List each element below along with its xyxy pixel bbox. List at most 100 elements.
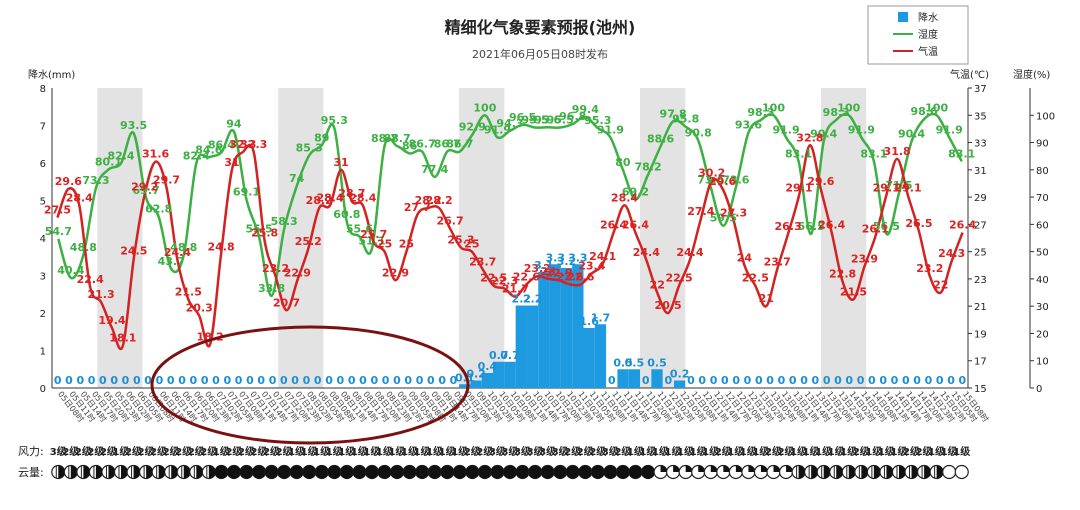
temperature-label: 29.6	[55, 175, 82, 188]
alternating-bands	[97, 88, 867, 388]
wind-value: 1级	[363, 445, 381, 458]
temperature-label: 24.1	[589, 250, 616, 263]
cloud-cloudy-icon	[879, 464, 894, 480]
precip-label: 0	[122, 374, 130, 387]
precip-bar	[651, 369, 663, 388]
temperature-label: 27.7	[404, 201, 431, 214]
wind-value: 2级	[125, 445, 143, 458]
precip-label: 0	[223, 374, 231, 387]
precip-label: 0	[167, 374, 175, 387]
wind-value: 2级	[225, 445, 243, 458]
humidity-label: 43.7	[158, 255, 185, 268]
wind-value: 3级	[489, 445, 507, 458]
precip-label: 0	[664, 374, 672, 387]
precip-label: 0.5	[647, 356, 667, 369]
y-tick-humidity: 0	[1036, 384, 1042, 395]
precip-label: 0	[936, 374, 944, 387]
wind-value: 1级	[878, 445, 896, 458]
y-tick-humidity: 10	[1036, 357, 1049, 368]
cloud-cloudy-icon	[904, 464, 919, 480]
y-tick-humidity: 80	[1036, 166, 1049, 177]
y-tick-left: 3	[40, 272, 46, 283]
temperature-label: 22.6	[567, 270, 594, 283]
y-tick-temp: 35	[974, 111, 987, 122]
cloud-overcast-icon	[339, 464, 354, 480]
cloud-partly-icon	[653, 464, 668, 480]
cloud-clear-icon	[954, 464, 969, 480]
humidity-label: 40.4	[57, 264, 84, 277]
humidity-label: 100	[473, 101, 496, 114]
precip-label: 0	[732, 374, 740, 387]
precip-label: 3.1	[534, 259, 554, 272]
cloud-overcast-icon	[452, 464, 467, 480]
precip-label: 0.4	[478, 360, 498, 373]
precip-label: 0	[868, 374, 876, 387]
y-tick-left: 4	[40, 234, 46, 245]
temperature-label: 29.6	[709, 175, 736, 188]
precip-label: 0.5	[613, 356, 633, 369]
temperature-label: 24.4	[633, 246, 660, 259]
temperature-label: 28.4	[317, 191, 344, 204]
wind-value: 1级	[828, 445, 846, 458]
wind-value: 1级	[640, 445, 658, 458]
precip-label: 0	[303, 374, 311, 387]
wind-value: 2级	[276, 445, 294, 458]
temperature-label: 29.1	[785, 182, 812, 195]
cloud-overcast-icon	[302, 464, 317, 480]
cloud-partly-icon	[753, 464, 769, 480]
cloud-cloudy-icon	[891, 464, 907, 480]
cloud-partly-icon	[728, 464, 743, 480]
cloud-overcast-icon	[540, 464, 555, 480]
y-tick-temp: 37	[974, 84, 987, 95]
cloud-cloudy-icon	[139, 464, 154, 480]
humidity-label: 86	[402, 139, 418, 152]
cloud-cloudy-icon	[841, 464, 856, 480]
precip-label: 0	[88, 374, 96, 387]
humidity-label: 83.1	[860, 147, 887, 160]
precip-label: 0	[404, 374, 412, 387]
y-tick-left: 7	[40, 122, 46, 133]
cloud-cloudy-icon	[929, 464, 944, 480]
humidity-label: 95.3	[584, 114, 611, 127]
humidity-label: 77.4	[421, 163, 448, 176]
temperature-label: 25.3	[447, 234, 474, 247]
wind-value: 2级	[614, 445, 632, 458]
temperature-label: 29.2	[131, 180, 158, 193]
cloud-cloudy-icon	[151, 464, 166, 480]
cloud-row	[51, 464, 969, 480]
wind-value: 1级	[941, 445, 959, 458]
wind-value: 1级	[376, 445, 394, 458]
precip-label: 0	[235, 374, 243, 387]
cloud-overcast-icon	[527, 464, 543, 480]
humidity-label: 69.7	[133, 184, 160, 197]
temperature-label: 18.2	[197, 330, 224, 343]
precip-label: 0	[789, 374, 797, 387]
humidity-label: 48.8	[170, 241, 197, 254]
night-band	[820, 88, 867, 388]
wind-value: 2级	[903, 445, 921, 458]
y-tick-temp: 27	[974, 220, 987, 231]
y-tick-temp: 21	[974, 302, 987, 313]
cloud-overcast-icon	[415, 464, 430, 480]
humidity-label: 86.7	[409, 138, 436, 151]
y-tick-left: 5	[40, 197, 46, 208]
cloud-overcast-icon	[377, 464, 392, 480]
temperature-label: 22	[650, 279, 665, 292]
cloud-cloudy-icon	[51, 464, 66, 480]
temperature-label: 32.3	[240, 138, 267, 151]
cloud-partly-icon	[766, 464, 781, 480]
humidity-label: 33.8	[258, 282, 285, 295]
cloud-overcast-icon	[289, 464, 304, 480]
precip-label: 0	[178, 374, 186, 387]
y-tick-temp: 33	[974, 139, 987, 150]
wind-value: 2级	[238, 445, 256, 458]
y-tick-left: 0	[40, 384, 46, 395]
precip-label: 0	[845, 374, 853, 387]
wind-value: 1级	[313, 445, 331, 458]
precip-label: 0	[246, 374, 254, 387]
y-tick-humidity: 100	[1036, 111, 1055, 122]
temperature-label: 19.4	[98, 314, 125, 327]
humidity-label: 98.3	[747, 106, 774, 119]
legend-entry: 湿度	[918, 28, 938, 41]
precip-label: 0	[416, 374, 424, 387]
